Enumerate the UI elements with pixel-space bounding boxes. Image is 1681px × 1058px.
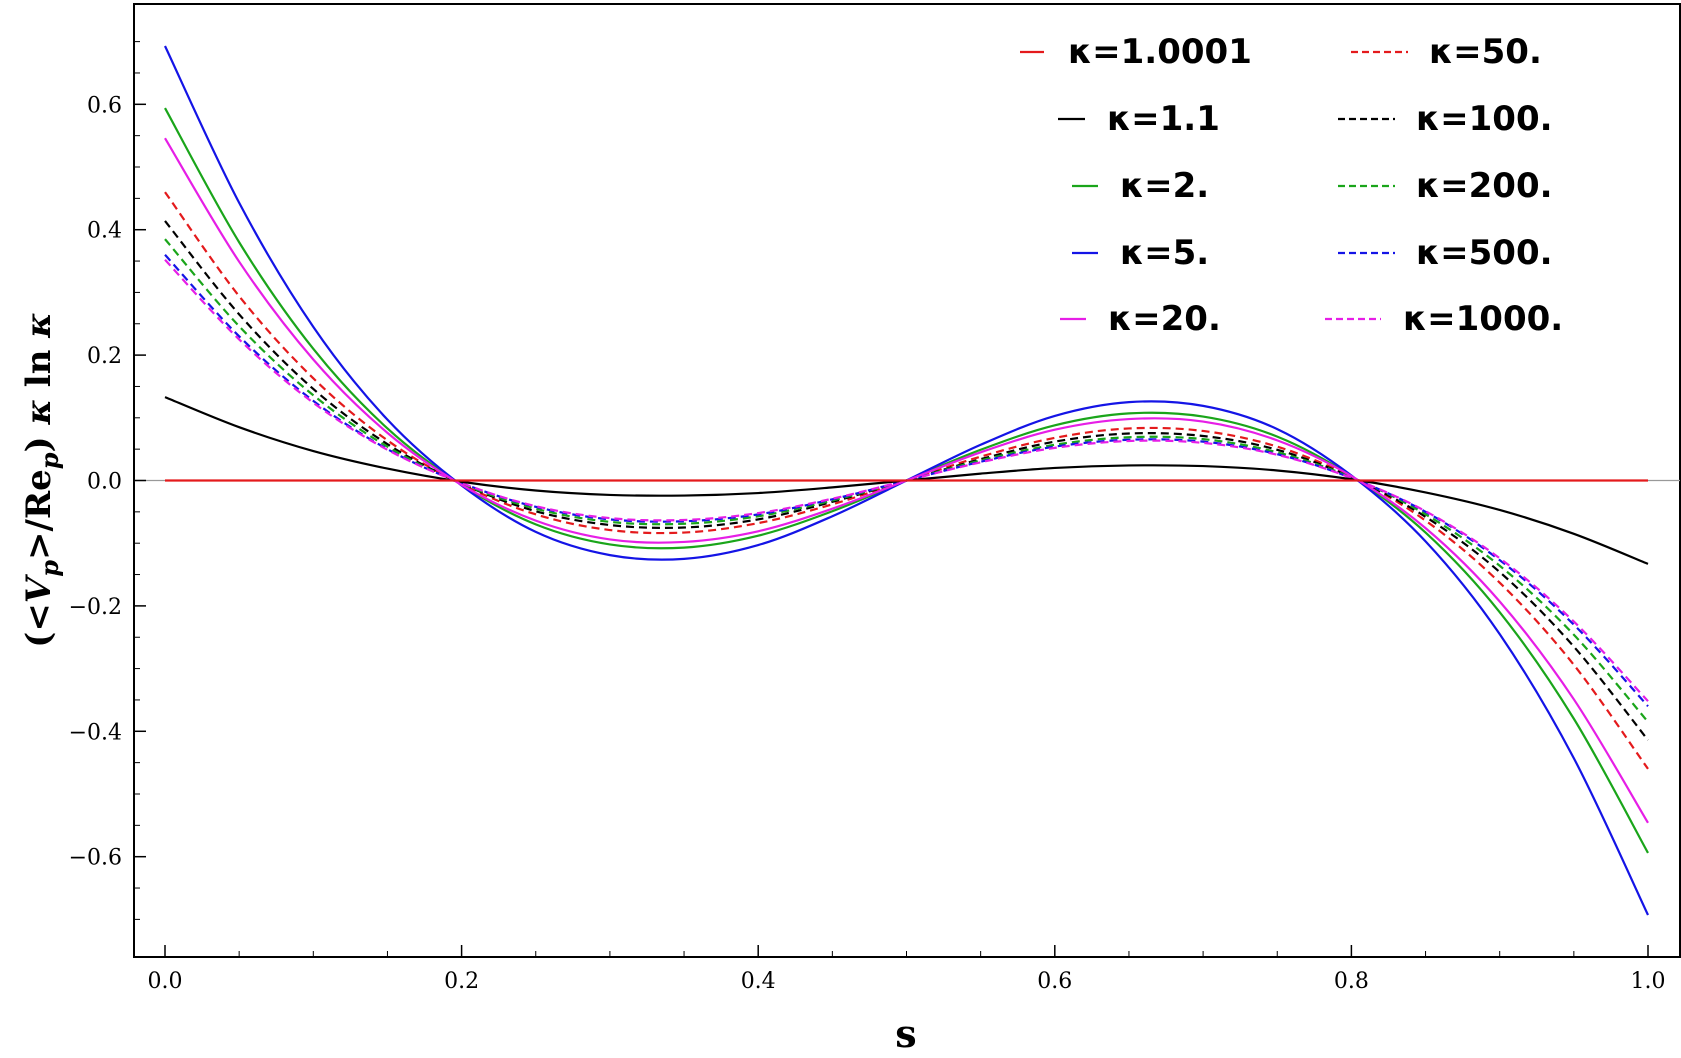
y-tick-label: 0.6 [87, 93, 122, 118]
x-tick-label: 0.0 [148, 969, 183, 994]
legend-label: κ=1.0001 [1068, 32, 1252, 72]
series-line [164, 238, 1649, 723]
y-tick-label: 0.2 [87, 344, 122, 369]
x-tick-label: 0.2 [444, 969, 479, 994]
y-tick-label: −0.2 [69, 595, 122, 620]
y-axis-ticks: −0.6 −0.4 −0.2 0.0 0.2 0.4 0.6 [69, 41, 146, 920]
legend-label: κ=100. [1416, 99, 1553, 139]
x-tick-label: 0.8 [1334, 969, 1369, 994]
legend: κ=1.0001 κ=1.1 κ=2. κ=5. κ=20. κ=50. κ=100. κ=2… [1020, 32, 1563, 339]
x-tick-label: 0.4 [741, 969, 776, 994]
legend-label: κ=200. [1416, 166, 1553, 206]
legend-label: κ=500. [1416, 233, 1553, 273]
legend-label: κ=50. [1429, 32, 1542, 72]
legend-label: κ=1.1 [1107, 99, 1220, 139]
x-axis-ticks: 0.0 0.2 0.4 0.6 0.8 1.0 [148, 945, 1666, 994]
y-axis-title: (<Vp>/Rep) κ ln κ [19, 312, 64, 648]
y-tick-label: 0.4 [87, 219, 122, 244]
y-tick-label: −0.6 [69, 846, 122, 871]
legend-label: κ=1000. [1403, 299, 1563, 339]
y-tick-label: −0.4 [69, 720, 122, 745]
legend-label: κ=2. [1120, 166, 1209, 206]
series-layer [164, 45, 1649, 916]
x-axis-title: s [895, 1011, 916, 1056]
legend-label: κ=5. [1120, 233, 1209, 273]
x-tick-label: 1.0 [1631, 969, 1666, 994]
legend-label: κ=20. [1108, 299, 1221, 339]
y-tick-label: 0.0 [87, 470, 122, 495]
x-tick-label: 0.6 [1037, 969, 1072, 994]
